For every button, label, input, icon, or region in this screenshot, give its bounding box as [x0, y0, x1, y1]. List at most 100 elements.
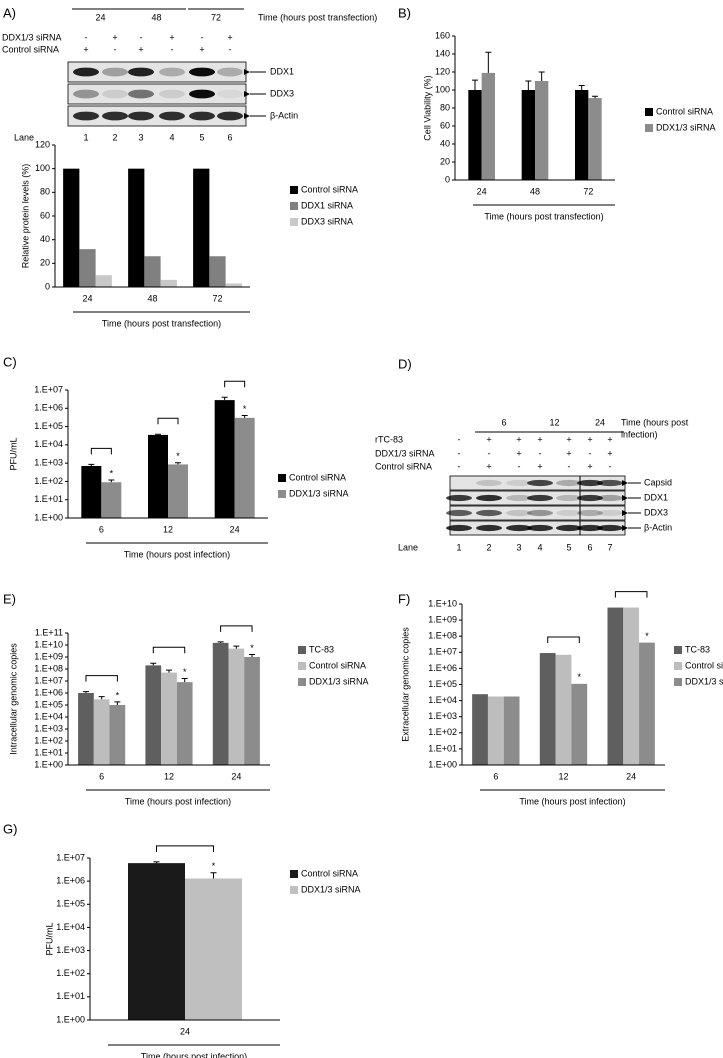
panel-label: C)	[3, 354, 17, 369]
error-bar	[150, 662, 157, 666]
blot-band	[577, 494, 603, 502]
x-tick-label: 12	[558, 771, 568, 781]
lane-number: 4	[537, 542, 542, 552]
bar	[623, 607, 640, 765]
lane-number: 7	[607, 542, 612, 552]
error-bar	[153, 861, 160, 864]
legend-swatch	[278, 474, 286, 482]
significance-bracket	[614, 591, 648, 598]
blot-band	[527, 479, 553, 487]
bar	[468, 90, 482, 180]
y-tick-label: 1.E+01	[428, 743, 457, 753]
blot-band	[506, 479, 532, 487]
x-tick-label: 72	[583, 186, 593, 196]
blot-band	[159, 111, 185, 121]
bar	[472, 694, 488, 765]
bar	[244, 657, 260, 765]
legend-swatch	[278, 490, 286, 498]
legend-label: DDX3 siRNA	[301, 216, 353, 226]
condition-sign: -	[458, 461, 461, 471]
time-label: 12	[549, 417, 559, 427]
y-tick-label: 1.E+05	[34, 421, 63, 431]
y-tick-label: 1.E+04	[34, 439, 63, 449]
y-tick-label: 100	[435, 84, 450, 94]
lane-label: Lane	[398, 542, 418, 552]
blot-band	[577, 524, 603, 532]
y-tick-label: 1.E+06	[34, 687, 63, 697]
blot-band	[102, 89, 128, 99]
y-tick-label: 1.E+09	[428, 614, 457, 624]
band-label: Capsid	[644, 477, 672, 487]
legend-swatch	[645, 108, 653, 116]
y-tick-label: 1.E+01	[56, 991, 85, 1001]
bar	[225, 283, 242, 287]
x-tick-label: 24	[180, 1026, 190, 1036]
blot-band	[597, 494, 623, 502]
legend-label: TC-83	[309, 644, 334, 654]
condition-sign: +	[486, 434, 491, 444]
x-axis-label: Time (hours post infection)	[125, 796, 231, 806]
y-tick-label: 1.E+07	[34, 384, 63, 394]
band-label: DDX1	[644, 492, 668, 502]
condition-sign: +	[199, 44, 204, 54]
blot-band	[73, 89, 99, 99]
error-bar	[155, 433, 161, 435]
panel-label: B)	[398, 5, 411, 20]
legend-swatch	[645, 124, 653, 132]
condition-label: Control siRNA	[2, 44, 59, 54]
blot-band	[102, 111, 128, 121]
significance-star: *	[578, 672, 582, 682]
y-tick-label: 1.E+04	[34, 711, 63, 721]
y-tick-label: 1.E+09	[34, 651, 63, 661]
legend-swatch	[674, 678, 682, 686]
blot-band	[597, 479, 623, 487]
bar	[555, 654, 572, 765]
error-bar	[210, 872, 217, 879]
error-bar	[525, 80, 532, 90]
error-bar	[98, 696, 105, 700]
condition-label: DDX1/3 siRNA	[2, 32, 62, 42]
lane-number: 3	[516, 542, 521, 552]
legend-swatch	[290, 186, 298, 194]
y-tick-label: 1.E+06	[56, 876, 85, 886]
legend-label: TC-83	[685, 644, 710, 654]
blot-band	[597, 509, 623, 517]
condition-sign: +	[607, 448, 612, 458]
y-tick-label: 1.E+04	[428, 695, 457, 705]
y-tick-label: 80	[440, 102, 450, 112]
y-axis-label: PFU/mL	[8, 437, 18, 470]
panel-label: D)	[398, 356, 412, 371]
bar	[109, 705, 126, 765]
y-tick-label: 120	[435, 66, 450, 76]
bar	[168, 464, 188, 518]
x-axis-label: Time (hours post transfection)	[484, 211, 603, 221]
x-tick-label: 12	[163, 524, 173, 534]
x-axis-label: Time (hours post infection)	[124, 549, 230, 559]
bar	[161, 672, 177, 765]
legend-label: Control siRNA	[656, 106, 713, 116]
blot-band	[189, 111, 215, 121]
bar	[160, 279, 177, 287]
y-tick-label: 1.E+01	[34, 494, 63, 504]
legend-swatch	[674, 662, 682, 670]
condition-sign: +	[607, 434, 612, 444]
condition-sign: +	[566, 448, 571, 458]
bar	[214, 400, 235, 518]
panel-label: G)	[3, 821, 17, 836]
y-tick-label: 1.E+08	[34, 663, 63, 673]
y-tick-label: 1.E+02	[34, 476, 63, 486]
panel-label: E)	[3, 591, 16, 606]
legend-swatch	[298, 646, 306, 654]
y-tick-label: 1.E+05	[56, 899, 85, 909]
x-tick-label: 24	[82, 293, 92, 303]
blot-band	[556, 494, 582, 502]
time-label: 24	[595, 417, 605, 427]
y-tick-label: 60	[40, 210, 50, 220]
condition-sign: -	[488, 448, 491, 458]
bar	[145, 665, 162, 765]
y-tick-label: 1.E+04	[56, 922, 85, 932]
time-label: 24	[95, 12, 105, 22]
y-axis-label: Intracellular genomic copies	[8, 643, 18, 755]
y-axis-label: PFU/mL	[44, 922, 54, 955]
x-tick-label: 6	[493, 771, 498, 781]
